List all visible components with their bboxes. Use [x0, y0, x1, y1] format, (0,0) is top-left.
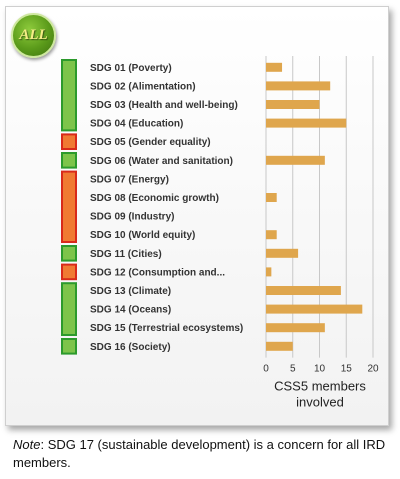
- bar: [266, 304, 363, 314]
- all-badge: ALL: [11, 13, 56, 58]
- bar: [266, 323, 325, 333]
- category-label: SDG 10 (World equity): [90, 230, 195, 241]
- x-axis-title: involved: [296, 395, 344, 410]
- category-label: SDG 09 (Industry): [90, 212, 174, 223]
- category-label: SDG 04 (Education): [90, 119, 183, 130]
- footnote-prefix: Note: [13, 437, 41, 452]
- status-box-green: [61, 338, 77, 355]
- bar: [266, 118, 347, 128]
- category-label: SDG 05 (Gender equality): [90, 137, 211, 148]
- footnote: Note: SDG 17 (sustainable development) i…: [13, 436, 388, 472]
- bar: [266, 267, 272, 277]
- bar: [266, 81, 331, 91]
- category-label: SDG 11 (Cities): [90, 249, 162, 260]
- category-label: SDG 14 (Oceans): [90, 305, 171, 316]
- status-box-green: [61, 245, 77, 262]
- bar: [266, 341, 293, 351]
- footnote-text: : SDG 17 (sustainable development) is a …: [13, 437, 386, 470]
- bar: [266, 155, 325, 165]
- x-tick-label: 0: [263, 364, 269, 375]
- x-tick-label: 5: [290, 364, 296, 375]
- x-tick-label: 15: [341, 364, 353, 375]
- category-label: SDG 15 (Terrestrial ecosystems): [90, 323, 243, 334]
- x-tick-label: 10: [314, 364, 326, 375]
- status-box-green: [61, 59, 77, 132]
- category-label: SDG 08 (Economic growth): [90, 193, 219, 204]
- bar: [266, 248, 299, 258]
- category-label: SDG 06 (Water and sanitation): [90, 156, 233, 167]
- bar: [266, 230, 277, 240]
- category-label: SDG 16 (Society): [90, 342, 171, 353]
- bar: [266, 286, 341, 295]
- category-label: SDG 12 (Consumption and...: [90, 267, 225, 278]
- status-box-green: [61, 282, 77, 337]
- category-label: SDG 07 (Energy): [90, 174, 169, 185]
- category-label: SDG 01 (Poverty): [90, 63, 172, 74]
- status-box-red: [61, 263, 77, 281]
- category-label: SDG 03 (Health and well-being): [90, 100, 238, 111]
- status-box-green: [61, 152, 77, 169]
- category-label: SDG 13 (Climate): [90, 286, 171, 297]
- x-axis-title: CSS5 members: [274, 379, 366, 394]
- bar: [266, 100, 320, 109]
- category-label: SDG 02 (Alimentation): [90, 81, 196, 92]
- x-tick-label: 20: [367, 364, 379, 375]
- all-badge-label: ALL: [19, 27, 48, 43]
- status-box-red: [61, 170, 77, 244]
- bar: [266, 62, 283, 72]
- bar: [266, 193, 277, 202]
- status-box-red: [61, 133, 77, 150]
